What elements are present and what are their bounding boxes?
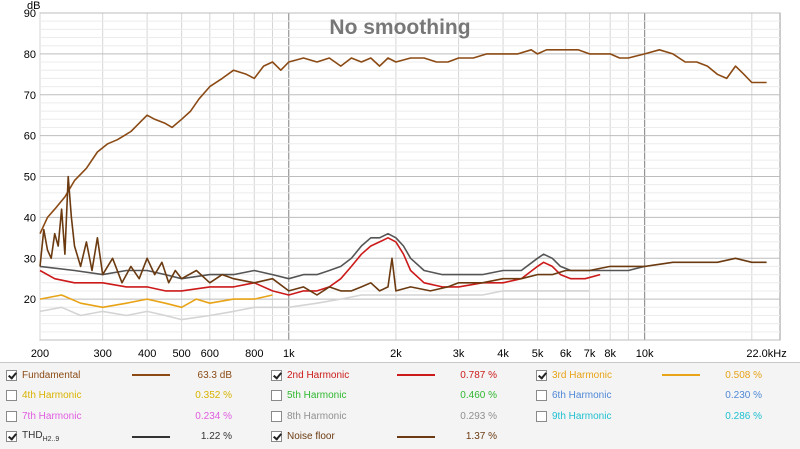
legend-checkbox-4th-harmonic[interactable] — [6, 390, 17, 401]
legend-checkbox-6th-harmonic[interactable] — [536, 390, 547, 401]
legend-label: 9th Harmonic — [552, 410, 612, 422]
legend-item-3rd-harmonic: 3rd Harmonic 0.508 % — [530, 365, 762, 385]
legend-label: Fundamental — [22, 369, 81, 381]
series-line-fundamental — [39, 49, 767, 235]
y-tick-label: 20 — [24, 294, 36, 306]
legend-checkbox-3rd-harmonic[interactable] — [536, 369, 547, 381]
legend-label: 8th Harmonic — [287, 410, 347, 422]
legend-value: 0.508 % — [725, 369, 762, 381]
legend-value: 0.286 % — [725, 410, 762, 422]
x-tick-label: 3k — [453, 348, 465, 360]
legend-label: 4th Harmonic — [22, 390, 82, 401]
x-tick-label: 600 — [201, 348, 219, 360]
x-tick-label: 200 — [31, 348, 49, 360]
series-line-8th-harmonic — [39, 290, 590, 321]
legend-swatch — [397, 395, 435, 397]
legend-swatch — [662, 415, 700, 417]
x-tick-label: 5k — [532, 348, 544, 360]
legend-value: 1.22 % — [200, 431, 232, 442]
y-tick-label: 80 — [24, 49, 36, 61]
y-tick-label: 30 — [24, 253, 36, 265]
x-tick-label: 400 — [138, 348, 156, 360]
series-line-noise-floor — [39, 175, 767, 296]
series-line-thd-h2-9 — [39, 232, 645, 280]
series-group — [39, 49, 767, 321]
legend-value: 63.3 dB — [197, 369, 232, 381]
x-tick-label: 6k — [560, 348, 572, 360]
legend-swatch — [132, 395, 170, 397]
legend-item-noise-floor: Noise floor 1.37 % — [265, 427, 497, 447]
legend-label: 6th Harmonic — [552, 390, 612, 401]
legend-value: 0.230 % — [725, 390, 762, 401]
y-tick-label: 90 — [24, 8, 36, 20]
x-tick-label: 8k — [604, 348, 616, 360]
legend-swatch — [662, 374, 700, 376]
legend-label: 3rd Harmonic — [552, 369, 613, 381]
grid — [39, 12, 780, 341]
x-tick-label: 300 — [93, 348, 111, 360]
chart-title: No smoothing — [329, 16, 470, 39]
y-tick-label: 50 — [24, 172, 36, 184]
legend-value: 0.787 % — [460, 369, 497, 381]
legend-value: 0.293 % — [460, 410, 497, 422]
x-tick-label: 22.0kHz — [746, 348, 786, 360]
legend-swatch — [397, 435, 435, 438]
legend-value: 0.234 % — [195, 410, 232, 422]
legend-checkbox-8th-harmonic[interactable] — [271, 410, 282, 422]
y-tick-label: 60 — [24, 131, 36, 143]
legend-checkbox-7th-harmonic[interactable] — [6, 410, 17, 422]
legend-label: 2nd Harmonic — [287, 369, 350, 381]
legend-label: 5th Harmonic — [287, 390, 347, 401]
series-line-2nd-harmonic — [39, 237, 601, 296]
legend-label: 7th Harmonic — [22, 410, 82, 422]
x-tick-label: 7k — [584, 348, 596, 360]
legend-label: THDH2..9 — [22, 430, 60, 443]
legend-checkbox-fundamental[interactable] — [6, 369, 17, 381]
legend-checkbox-noise-floor[interactable] — [271, 431, 282, 442]
x-tick-label: 10k — [636, 348, 654, 360]
legend-label: Noise floor — [287, 431, 335, 442]
legend-item-5th-harmonic: 5th Harmonic 0.460 % — [265, 386, 497, 406]
legend-panel: Fundamental 63.3 dB 2nd Harmonic 0.787 % 3rd… — [0, 362, 800, 449]
legend-swatch — [662, 395, 700, 397]
legend-item-6th-harmonic: 6th Harmonic 0.230 % — [530, 386, 762, 406]
legend-swatch — [132, 415, 170, 417]
legend-value: 0.352 % — [195, 390, 232, 401]
x-tick-labels: 200 300 400 500 600 800 1k 2k 3k 4k 5k 6k 7k 8k 10k 22.… — [31, 348, 787, 360]
legend-swatch — [397, 415, 435, 417]
legend-item-9th-harmonic: 9th Harmonic 0.286 % — [530, 406, 762, 426]
legend-swatch — [132, 435, 170, 438]
legend-checkbox-thd[interactable] — [6, 431, 17, 442]
x-tick-label: 2k — [390, 348, 402, 360]
legend-item-thd: THDH2..9 1.22 % — [0, 427, 232, 447]
series-line-3rd-harmonic — [39, 294, 273, 309]
legend-item-4th-harmonic: 4th Harmonic 0.352 % — [0, 386, 232, 406]
x-tick-label: 500 — [172, 348, 190, 360]
legend-checkbox-2nd-harmonic[interactable] — [271, 369, 282, 381]
legend-checkbox-5th-harmonic[interactable] — [271, 390, 282, 401]
legend-item-8th-harmonic: 8th Harmonic 0.293 % — [265, 406, 497, 426]
x-tick-label: 1k — [283, 348, 295, 360]
legend-item-7th-harmonic: 7th Harmonic 0.234 % — [0, 406, 232, 426]
legend-value: 0.460 % — [460, 390, 497, 401]
legend-item-2nd-harmonic: 2nd Harmonic 0.787 % — [265, 365, 497, 385]
x-tick-label: 800 — [245, 348, 263, 360]
legend-item-fundamental: Fundamental 63.3 dB — [0, 365, 232, 385]
legend-checkbox-9th-harmonic[interactable] — [536, 410, 547, 422]
chart: 200 300 400 500 600 800 1k 2k 3k 4k 5k 6k 7k 8k 10k 22.… — [24, 0, 787, 360]
legend-value: 1.37 % — [465, 431, 497, 442]
x-tick-label: 4k — [497, 348, 509, 360]
y-axis-label: dB — [27, 0, 40, 12]
y-tick-label: 70 — [24, 90, 36, 102]
y-tick-label: 40 — [24, 212, 36, 224]
y-tick-labels: 20 30 40 50 60 70 80 90 — [24, 8, 36, 306]
legend-swatch — [132, 374, 170, 376]
legend-swatch — [397, 374, 435, 376]
